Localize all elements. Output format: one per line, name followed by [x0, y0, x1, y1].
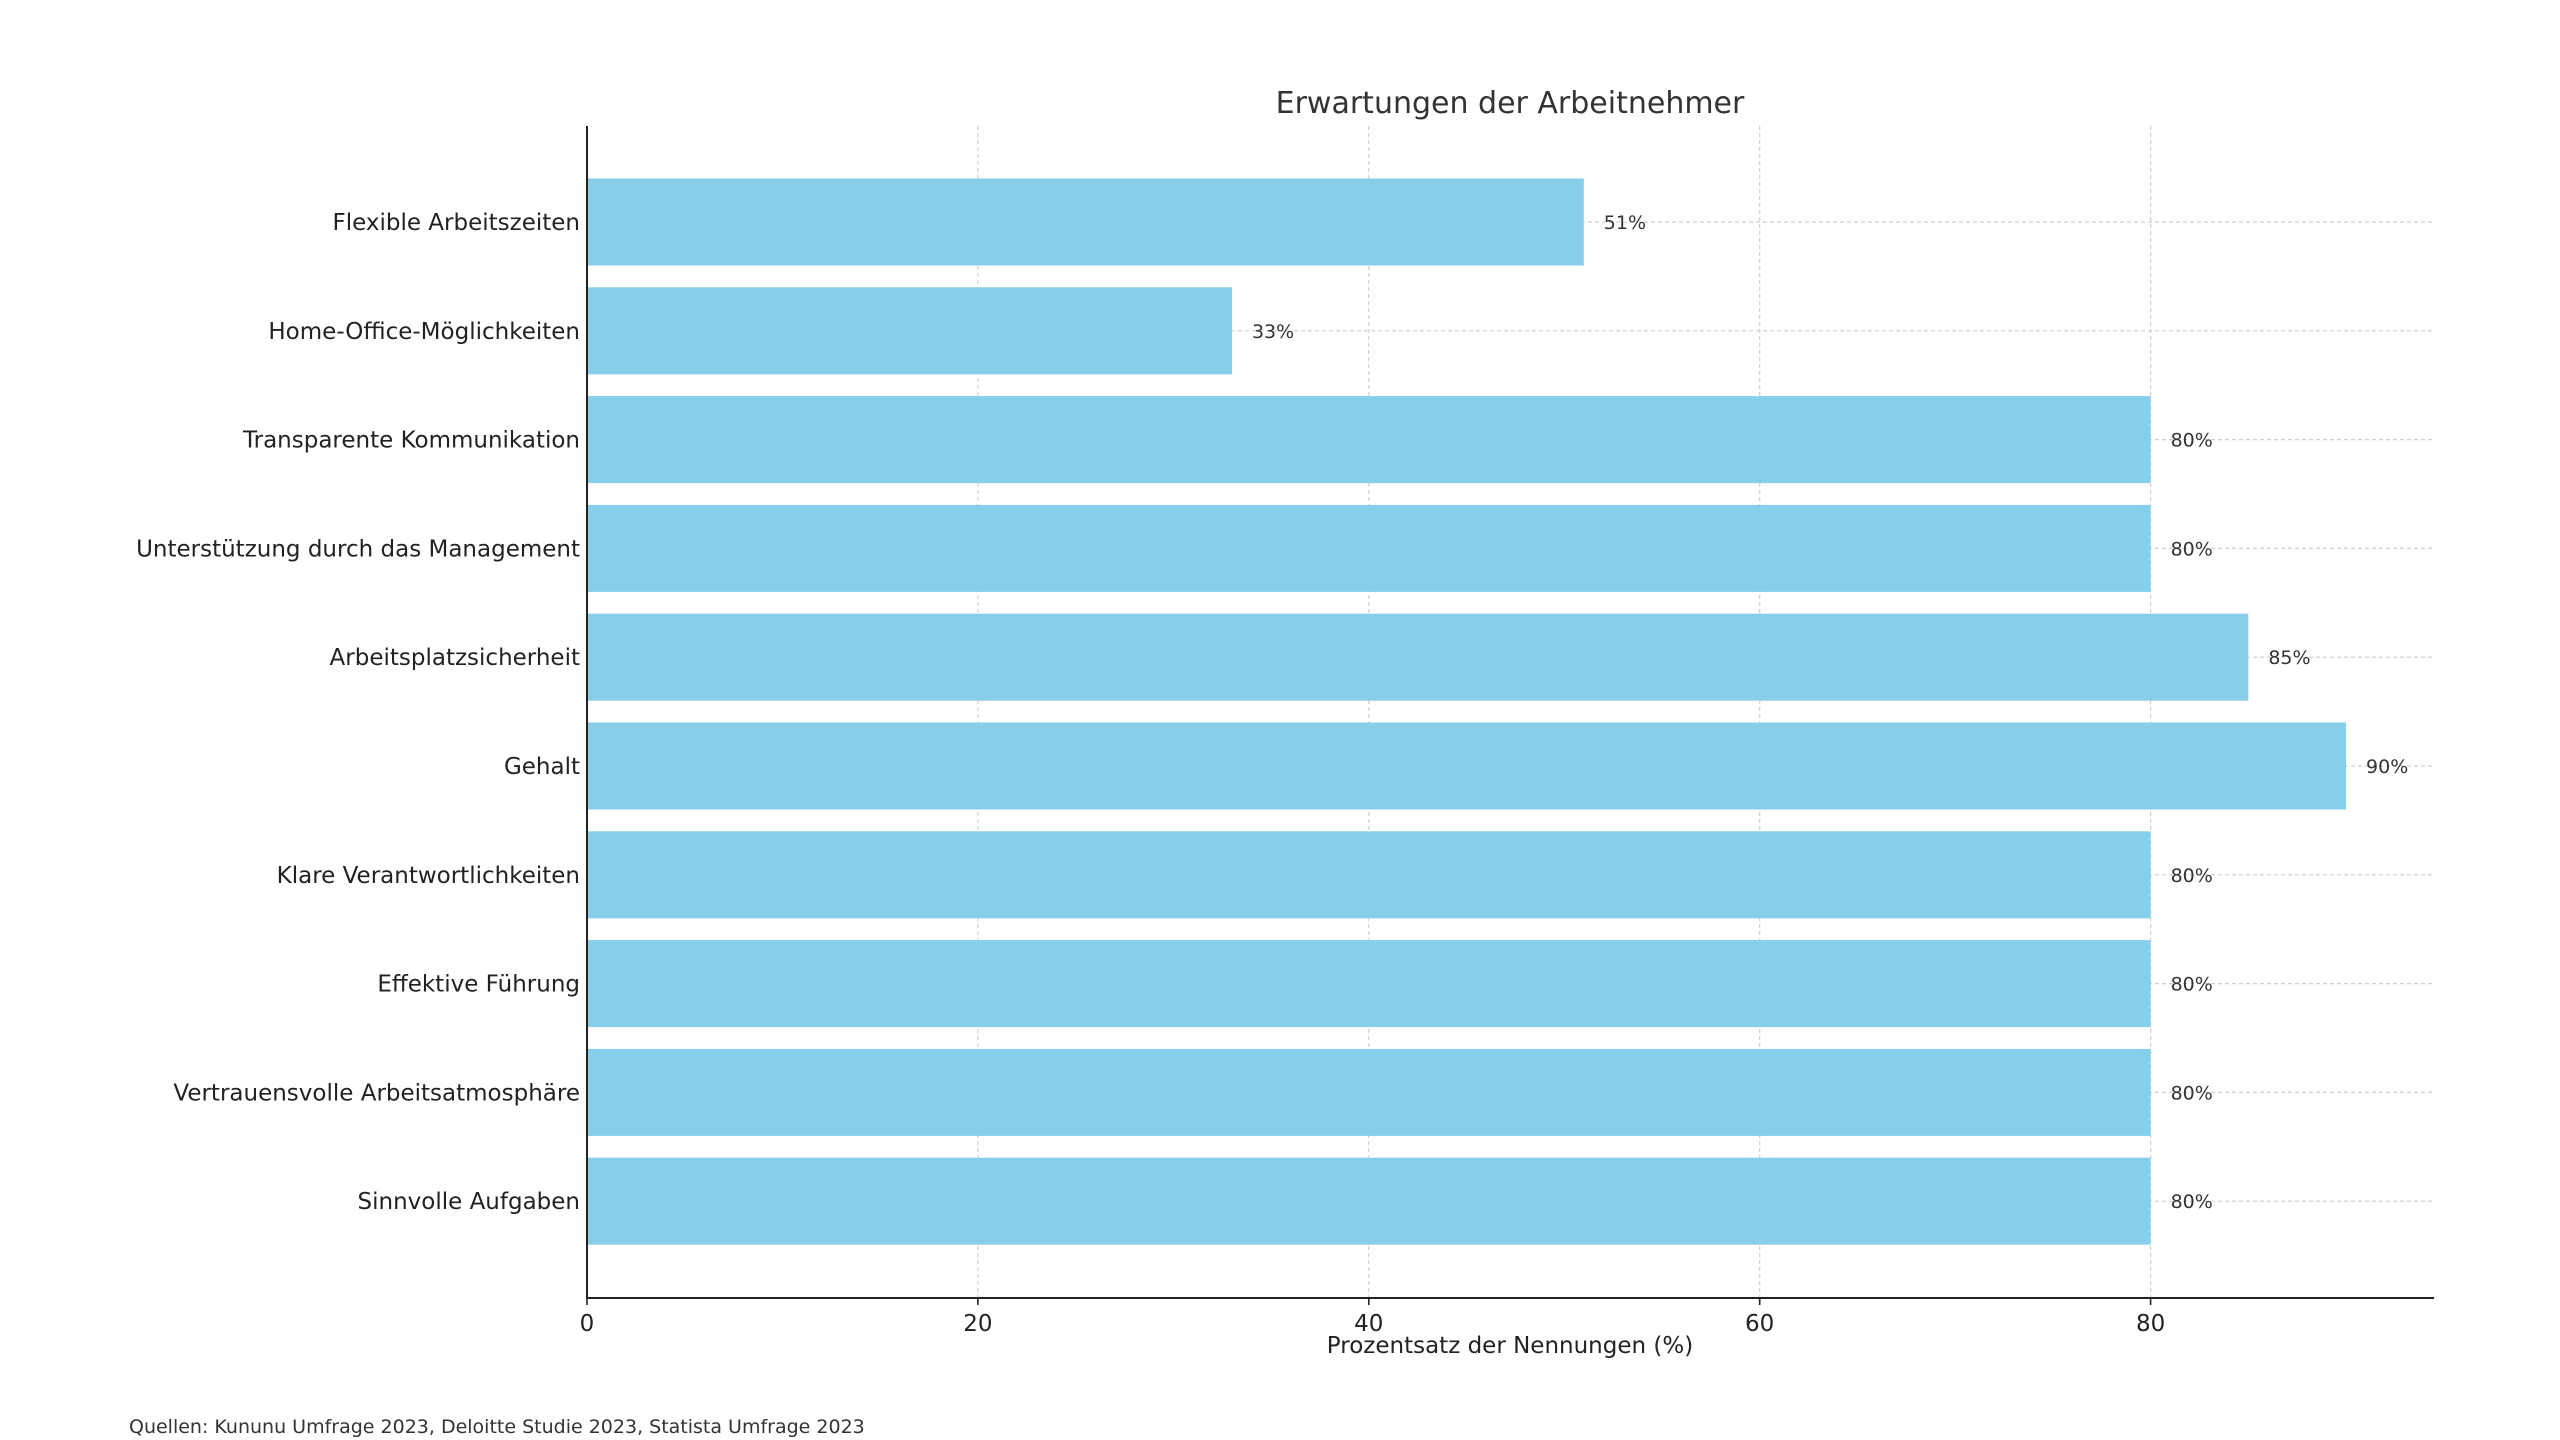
value-label: 80% — [2171, 538, 2213, 560]
chart-title: Erwartungen der Arbeitnehmer — [1276, 86, 1745, 121]
x-axis-label: Prozentsatz der Nennungen (%) — [1327, 1333, 1693, 1359]
x-tick-label: 20 — [963, 1311, 992, 1337]
x-tick-label: 40 — [1354, 1311, 1383, 1337]
bar — [587, 613, 2249, 701]
bar — [587, 178, 1584, 266]
category-label: Vertrauensvolle Arbeitsatmosphäre — [173, 1080, 580, 1106]
x-tick-labels: 0 20 40 60 80 — [580, 1311, 2166, 1337]
bar — [587, 396, 2151, 484]
bar — [587, 1157, 2151, 1245]
axes — [586, 126, 2434, 1305]
category-label: Gehalt — [504, 754, 580, 780]
bar — [587, 940, 2151, 1028]
category-label: Klare Verantwortlichkeiten — [277, 863, 580, 889]
category-label: Sinnvolle Aufgaben — [358, 1189, 581, 1215]
value-label: 80% — [2171, 1082, 2213, 1104]
value-label: 80% — [2171, 430, 2213, 452]
category-label: Effektive Führung — [377, 972, 580, 998]
x-tick-label: 0 — [580, 1311, 595, 1337]
value-label: 80% — [2171, 1191, 2213, 1213]
value-label: 33% — [1252, 321, 1294, 343]
category-label: Home-Office-Möglichkeiten — [268, 319, 580, 345]
category-label: Transparente Kommunikation — [242, 428, 580, 454]
x-tick-label: 60 — [1745, 1311, 1774, 1337]
value-label: 90% — [2366, 756, 2408, 778]
category-label: Flexible Arbeitszeiten — [332, 210, 580, 236]
category-labels: Flexible Arbeitszeiten Home-Office-Möglic… — [136, 210, 580, 1215]
category-label: Arbeitsplatzsicherheit — [330, 645, 580, 671]
value-label: 51% — [1604, 212, 1646, 234]
value-label: 80% — [2171, 974, 2213, 996]
bar — [587, 722, 2347, 810]
value-labels: 51% 33% 80% 80% 85% 90% 80% 80% 80% 80% — [1252, 212, 2408, 1213]
bar — [587, 831, 2151, 919]
bars — [587, 178, 2347, 1245]
bar — [587, 1048, 2151, 1136]
value-label: 85% — [2268, 647, 2310, 669]
bar — [587, 287, 1232, 375]
x-tick-label: 80 — [2136, 1311, 2165, 1337]
value-label: 80% — [2171, 865, 2213, 887]
category-label: Unterstützung durch das Management — [136, 536, 580, 562]
bar — [587, 504, 2151, 592]
source-note: Quellen: Kununu Umfrage 2023, Deloitte S… — [129, 1416, 865, 1438]
